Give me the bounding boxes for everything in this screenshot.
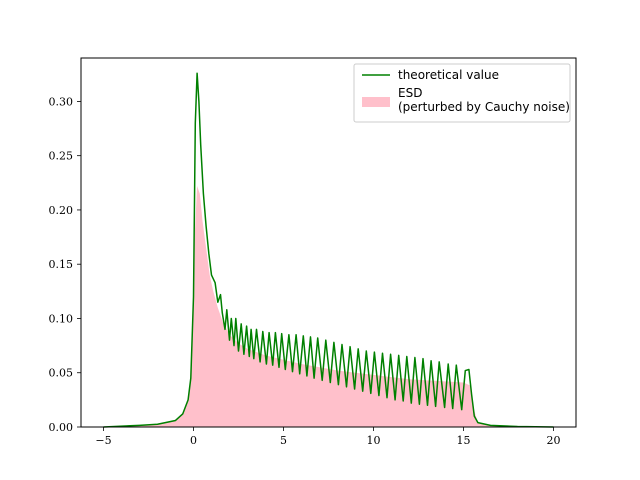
x-tick-label: 20 bbox=[547, 434, 561, 447]
y-tick-label: 0.25 bbox=[49, 150, 74, 163]
legend-box bbox=[353, 63, 571, 123]
y-tick-label: 0.10 bbox=[49, 312, 74, 325]
x-tick-label: 10 bbox=[367, 434, 381, 447]
y-tick-label: 0.15 bbox=[49, 258, 74, 271]
legend-label-theoretical-value: theoretical value bbox=[398, 68, 499, 82]
x-tick-label: 0 bbox=[190, 434, 197, 447]
legend: theoretical value ESD (perturbed by Cauchy… bbox=[353, 63, 571, 123]
x-axis: −5 0 5 10 15 20 bbox=[95, 427, 561, 447]
series-area-esd bbox=[103, 186, 554, 427]
series-line-theoretical-value bbox=[103, 72, 554, 428]
legend-swatch-esd bbox=[362, 97, 390, 107]
axes-frame bbox=[80, 57, 577, 428]
x-tick-label: 5 bbox=[280, 434, 287, 447]
x-tick-label: 15 bbox=[457, 434, 471, 447]
x-tick-label: −5 bbox=[95, 434, 111, 447]
y-tick-label: 0.00 bbox=[49, 421, 74, 434]
y-tick-label: 0.20 bbox=[49, 204, 74, 217]
y-tick-label: 0.05 bbox=[49, 367, 74, 380]
plot-area bbox=[103, 72, 554, 428]
y-axis: 0.00 0.05 0.10 0.15 0.20 0.25 0.30 bbox=[49, 95, 81, 434]
y-tick-label: 0.30 bbox=[49, 95, 74, 108]
legend-label-esd: ESD (perturbed by Cauchy noise) bbox=[398, 86, 570, 114]
